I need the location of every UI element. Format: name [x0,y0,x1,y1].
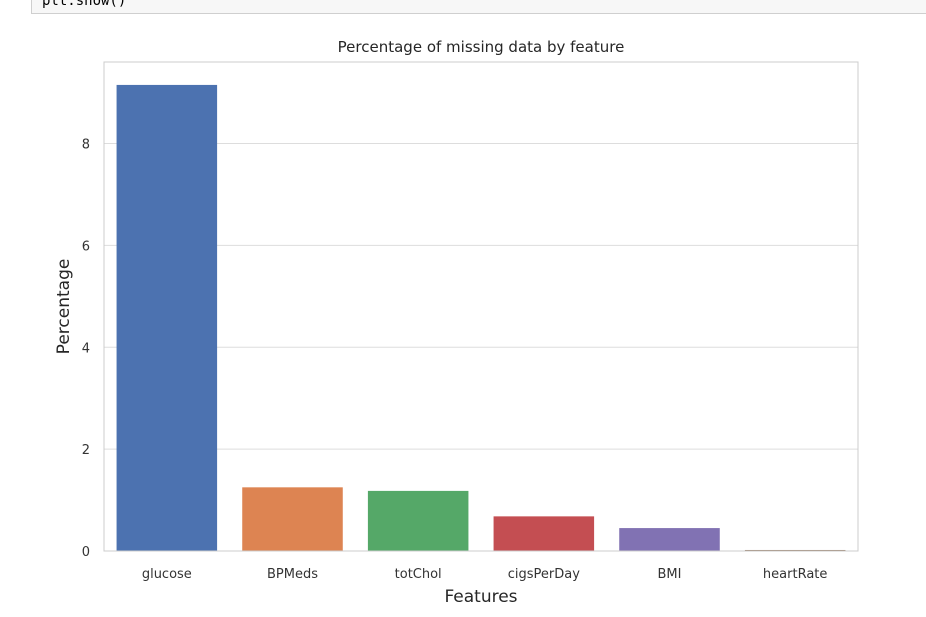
bar-heartRate [744,549,846,551]
plot-frame [103,61,859,552]
x-tick-label-BPMeds: BPMeds [267,567,318,582]
y-tick-label: 8 [82,138,90,153]
bar-BMI [619,528,720,551]
x-tick-label-totChol: totChol [395,567,442,582]
x-tick-label-heartRate: heartRate [763,567,827,582]
x-axis-title: Features [444,587,517,607]
chart-title: Percentage of missing data by feature [338,38,625,56]
y-tick-labels: 0 2 4 6 8 [82,138,90,561]
y-tick-label: 2 [82,443,90,458]
bar-cigsPerDay [493,516,595,551]
x-tick-label-cigsPerDay: cigsPerDay [508,567,580,582]
bar-glucose [116,84,218,551]
bar-BPMeds [242,487,343,551]
code-cell[interactable]: plt.show() [31,0,926,14]
bars [116,84,846,551]
y-axis-title: Percentage [54,259,74,355]
x-tick-labels: glucose BPMeds totChol cigsPerDay BMI heartRa… [142,567,828,582]
bar-totChol [367,490,469,551]
y-tick-label: 0 [82,545,90,560]
y-tick-label: 4 [82,341,90,356]
x-tick-label-BMI: BMI [658,567,682,582]
y-tick-label: 6 [82,239,90,254]
x-tick-label-glucose: glucose [142,567,192,582]
code-text: plt.show() [42,0,127,9]
